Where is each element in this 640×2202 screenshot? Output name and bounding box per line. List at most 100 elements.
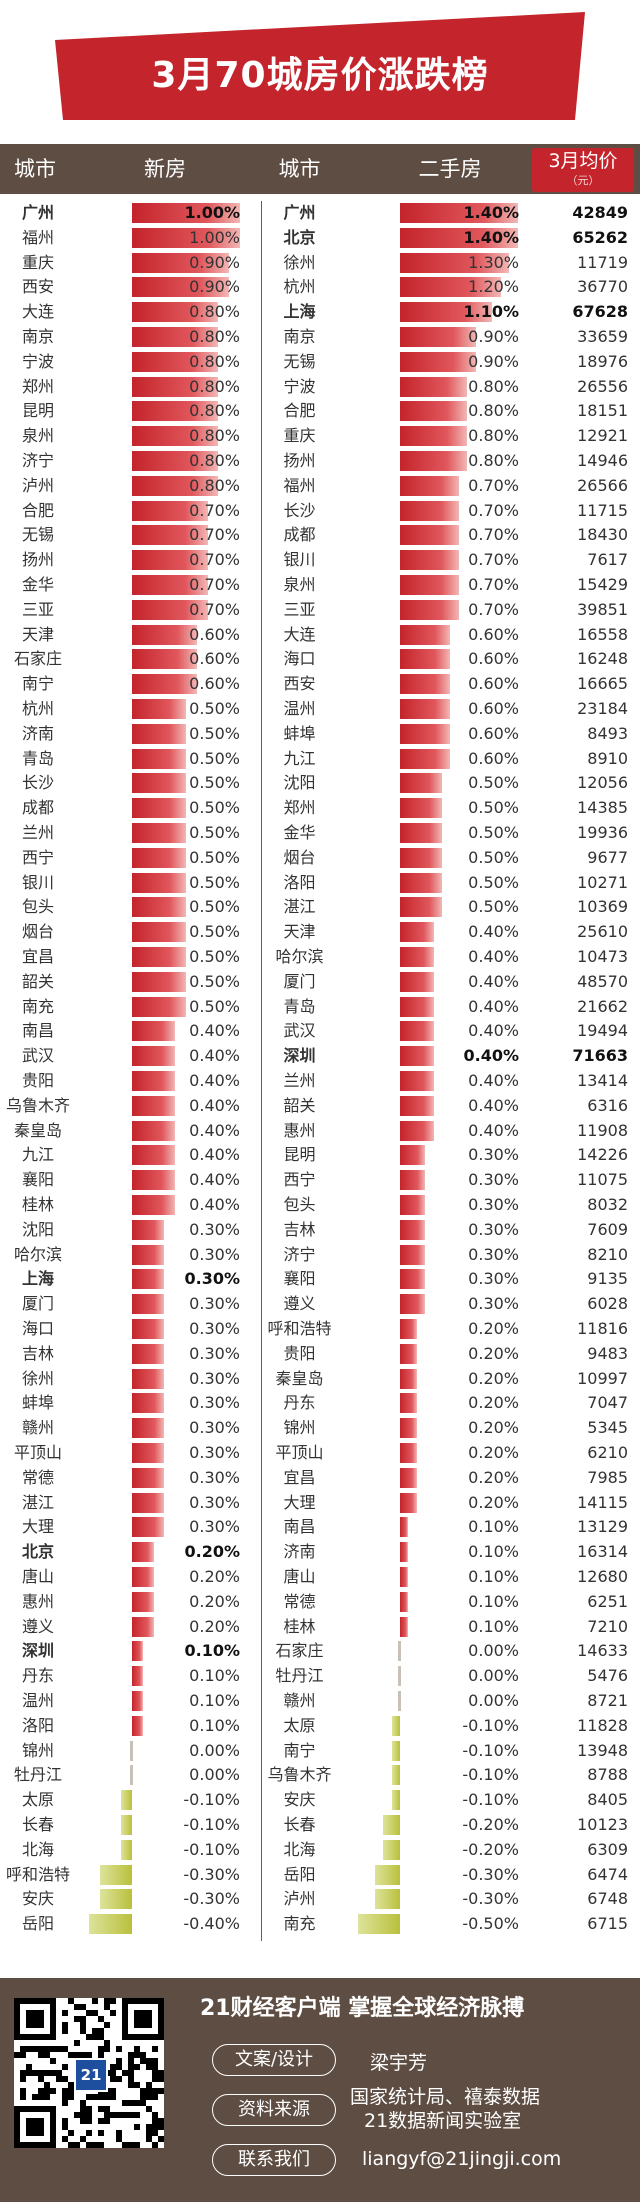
new-home-bar bbox=[132, 971, 186, 992]
table-row: 上海 0.30% 襄阳 0.30% 9135 bbox=[0, 1267, 640, 1292]
second-hand-bar bbox=[400, 1517, 409, 1538]
footer-slogan: 21财经客户端 掌握全球经济脉搏 bbox=[200, 1996, 525, 2021]
table-row: 成都 0.50% 郑州 0.50% 14385 bbox=[0, 796, 640, 821]
new-home-value: 0.40% bbox=[189, 1095, 240, 1115]
second-hand-value: 0.10% bbox=[468, 1591, 519, 1611]
avg-price-value: 6316 bbox=[587, 1095, 628, 1115]
second-hand-value: 0.20% bbox=[468, 1418, 519, 1438]
table-row: 兰州 0.50% 金华 0.50% 19936 bbox=[0, 821, 640, 846]
second-hand-city: 泉州 bbox=[283, 575, 316, 594]
header-avg-price-unit: （元） bbox=[566, 174, 600, 187]
new-home-bar bbox=[132, 203, 240, 223]
second-hand-bar bbox=[400, 1567, 409, 1587]
new-home-city: 无锡 bbox=[21, 525, 54, 545]
footer: 21 21财经客户端 掌握全球经济脉搏 文案/设计 梁宇芳 资料来源 国家统计局… bbox=[0, 1978, 640, 2202]
second-hand-bar bbox=[400, 947, 434, 967]
avg-price-value: 6309 bbox=[587, 1839, 628, 1859]
avg-price-value: 18151 bbox=[577, 401, 628, 421]
new-home-value: 0.50% bbox=[189, 823, 240, 842]
new-home-city: 北海 bbox=[21, 1839, 54, 1859]
second-hand-city: 石家庄 bbox=[275, 1641, 324, 1661]
second-hand-value: 0.50% bbox=[468, 798, 519, 818]
qr-logo-text: 21 bbox=[80, 2066, 102, 2084]
new-home-bar bbox=[99, 1864, 132, 1885]
new-home-city: 宜昌 bbox=[21, 947, 54, 966]
table-row: 长春 -0.10% 长春 -0.20% 10123 bbox=[0, 1813, 640, 1838]
second-hand-city: 合肥 bbox=[283, 401, 316, 421]
new-home-value: 0.50% bbox=[189, 773, 240, 793]
table-row: 宁波 0.80% 无锡 0.90% 18976 bbox=[0, 350, 640, 375]
second-hand-city: 北海 bbox=[283, 1839, 316, 1859]
new-home-bar bbox=[132, 1567, 154, 1587]
table-row: 杭州 0.50% 温州 0.60% 23184 bbox=[0, 697, 640, 722]
second-hand-city: 福州 bbox=[283, 475, 316, 495]
second-hand-value: -0.10% bbox=[462, 1715, 519, 1735]
new-home-city: 长春 bbox=[21, 1815, 54, 1834]
avg-price-value: 6028 bbox=[587, 1294, 628, 1314]
new-home-city: 太原 bbox=[21, 1790, 54, 1810]
second-hand-value: 0.90% bbox=[468, 327, 519, 346]
second-hand-value: 0.30% bbox=[468, 1219, 519, 1239]
new-home-bar bbox=[132, 723, 186, 744]
contact-link[interactable]: liangyf@21jingji.com bbox=[362, 2148, 562, 2170]
avg-price-value: 16665 bbox=[577, 674, 628, 694]
design-label: 文案/设计 bbox=[212, 2044, 336, 2076]
new-home-bar bbox=[132, 426, 219, 447]
second-hand-value: 0.50% bbox=[468, 773, 519, 793]
qr-code[interactable]: 21 bbox=[14, 1998, 164, 2148]
new-home-city: 乌鲁木齐 bbox=[5, 1095, 70, 1115]
new-home-bar bbox=[132, 947, 186, 967]
table-row: 韶关 0.50% 厦门 0.40% 48570 bbox=[0, 970, 640, 995]
table-row: 烟台 0.50% 天津 0.40% 25610 bbox=[0, 920, 640, 945]
new-home-bar bbox=[132, 401, 219, 422]
banner-shape bbox=[55, 12, 585, 120]
new-home-bar bbox=[132, 922, 186, 943]
new-home-value: 0.50% bbox=[189, 872, 240, 892]
new-home-value: 0.50% bbox=[189, 971, 240, 991]
table-row: 蚌埠 0.30% 丹东 0.20% 7047 bbox=[0, 1391, 640, 1416]
new-home-city: 青岛 bbox=[21, 748, 54, 768]
new-home-value: -0.30% bbox=[183, 1864, 240, 1884]
new-home-city: 济宁 bbox=[21, 451, 54, 470]
avg-price-value: 8788 bbox=[587, 1765, 628, 1785]
second-hand-value: 0.10% bbox=[468, 1517, 519, 1537]
avg-price-value: 12056 bbox=[577, 773, 628, 793]
new-home-bar bbox=[132, 451, 219, 471]
new-home-value: 0.60% bbox=[189, 649, 240, 669]
table-row: 唐山 0.20% 唐山 0.10% 12680 bbox=[0, 1565, 640, 1590]
second-hand-bar bbox=[400, 1145, 426, 1166]
second-hand-bar bbox=[400, 327, 476, 347]
new-home-value: 1.00% bbox=[189, 227, 240, 247]
table-row: 哈尔滨 0.30% 济宁 0.30% 8210 bbox=[0, 1243, 640, 1268]
second-hand-bar bbox=[400, 996, 434, 1017]
avg-price-value: 10271 bbox=[577, 872, 628, 892]
second-hand-value: 1.40% bbox=[463, 227, 519, 247]
avg-price-value: 9483 bbox=[587, 1343, 628, 1363]
new-home-bar bbox=[132, 1219, 165, 1240]
second-hand-value: 0.30% bbox=[468, 1170, 519, 1190]
new-home-value: 0.50% bbox=[189, 748, 240, 768]
second-hand-value: 0.20% bbox=[468, 1492, 519, 1512]
second-hand-city: 泸州 bbox=[283, 1889, 316, 1909]
new-home-value: 0.30% bbox=[189, 1443, 240, 1462]
avg-price-value: 13414 bbox=[577, 1071, 628, 1090]
avg-price-value: 25610 bbox=[577, 922, 628, 942]
table-row: 牡丹江 0.00% 乌鲁木齐 -0.10% 8788 bbox=[0, 1763, 640, 1788]
new-home-value: -0.10% bbox=[183, 1839, 240, 1859]
second-hand-city: 贵阳 bbox=[283, 1343, 316, 1363]
new-home-value: 0.80% bbox=[189, 426, 240, 446]
second-hand-value: -0.10% bbox=[462, 1790, 519, 1810]
new-home-value: 0.30% bbox=[189, 1517, 240, 1537]
new-home-bar bbox=[132, 699, 186, 719]
avg-price-value: 10473 bbox=[577, 947, 628, 966]
second-hand-value: 0.70% bbox=[468, 575, 519, 594]
new-home-value: 0.30% bbox=[189, 1219, 240, 1239]
second-hand-value: -0.50% bbox=[462, 1914, 519, 1934]
new-home-bar bbox=[132, 1343, 165, 1364]
second-hand-city: 呼和浩特 bbox=[267, 1319, 332, 1338]
avg-price-value: 5345 bbox=[587, 1418, 628, 1438]
second-hand-city: 惠州 bbox=[283, 1120, 316, 1140]
second-hand-bar bbox=[400, 1294, 426, 1315]
new-home-bar bbox=[132, 1269, 165, 1290]
new-home-city: 贵阳 bbox=[21, 1071, 54, 1090]
